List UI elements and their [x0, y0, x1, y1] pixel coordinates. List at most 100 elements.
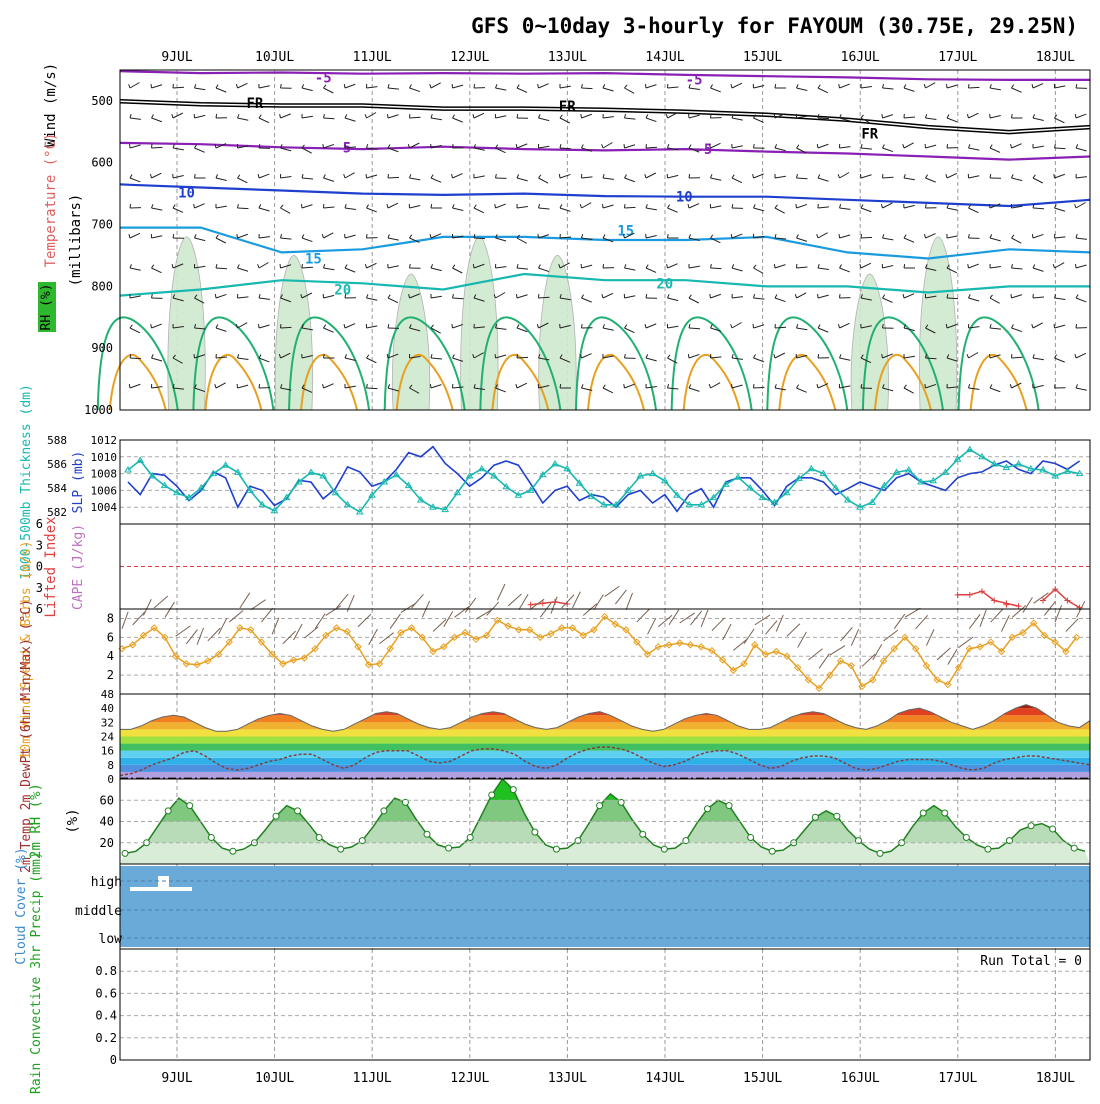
- wind-barb-tick: [732, 354, 733, 358]
- wind-barb-tick: [646, 204, 647, 208]
- wind-barb-tick: [990, 84, 991, 88]
- wind-barb: [969, 87, 980, 88]
- thickness-tick-label: 586: [47, 458, 67, 471]
- wind-barb-tick: [990, 324, 991, 328]
- wind-barb-10m: [648, 618, 656, 634]
- wind-barb-tick: [560, 144, 561, 148]
- date-label-top: 16JUL: [841, 50, 880, 65]
- wind-barb: [367, 326, 378, 328]
- wind-barb: [324, 268, 335, 270]
- wind-barb-tick: [646, 294, 647, 298]
- wind-barb: [1033, 178, 1043, 183]
- wind-barb-tick: [990, 174, 991, 178]
- wind-barb: [1033, 84, 1043, 88]
- wind-barb: [324, 233, 334, 238]
- rh-marker: [273, 813, 279, 819]
- wind-barb-tick: [668, 384, 669, 388]
- wind-barb: [668, 388, 679, 389]
- wind-barb-tick: [753, 324, 754, 328]
- date-label-bottom: 10JUL: [255, 1071, 294, 1086]
- wind-barb-tick: [711, 235, 713, 238]
- wind-barb-tick: [367, 144, 368, 148]
- wind-barb-tick: [1011, 294, 1012, 298]
- temp-band: [120, 701, 1090, 708]
- wind-barb-10m: [766, 621, 778, 635]
- wind-barb-tick: [883, 295, 885, 298]
- wind-barb-tick: [838, 324, 839, 328]
- wind-barb: [861, 237, 872, 238]
- wind-barb: [496, 204, 506, 208]
- wind-barb: [689, 328, 700, 329]
- rh-marker: [834, 813, 840, 819]
- wind-barb-tick: [646, 354, 648, 358]
- wind-barb-10m: [733, 639, 747, 650]
- pressure-tick-label: 500: [91, 94, 113, 108]
- wind-barb: [216, 294, 226, 298]
- wind-barb: [646, 208, 657, 210]
- temp-band: [120, 722, 1090, 729]
- wind-barb: [130, 233, 140, 238]
- wind-barb: [969, 388, 980, 389]
- wind-barb-tick: [1033, 114, 1035, 118]
- wind-barb: [1012, 88, 1022, 92]
- wind-barb-tick: [754, 355, 756, 358]
- wind-barb-tick: [1012, 324, 1014, 328]
- wind-barb-tick: [689, 174, 690, 178]
- rh-marker: [208, 834, 214, 840]
- wind-barb-tick: [517, 174, 519, 178]
- wind-barb: [969, 327, 980, 328]
- wind-barb-10m: [798, 632, 807, 648]
- wind-barb-tick: [753, 174, 754, 178]
- wind-barb-tick: [754, 144, 755, 148]
- wind-barb: [345, 235, 356, 238]
- wind-barb-tick: [216, 235, 218, 238]
- wind-barb: [904, 143, 914, 148]
- isotherm-line: [120, 184, 1090, 206]
- wind-barb: [539, 118, 550, 121]
- wind-barb: [388, 266, 399, 268]
- wind-barb-tick: [129, 384, 130, 388]
- panel-frame: [120, 440, 1090, 524]
- wind-barb: [603, 143, 613, 149]
- wind-barb-tick: [453, 115, 455, 118]
- wind-barb: [281, 327, 292, 328]
- wind-barb: [195, 238, 206, 241]
- wind-barb-tick: [431, 354, 432, 358]
- wind-barb-tick: [1012, 174, 1014, 178]
- wind-barb-10m: [176, 626, 191, 636]
- rh-marker: [187, 803, 193, 809]
- wind-barb-10m: [1001, 615, 1009, 631]
- wind-barb: [388, 203, 398, 208]
- wind-barb: [216, 383, 226, 388]
- wind-barb: [474, 176, 485, 178]
- wind-barb-10m: [969, 614, 980, 628]
- wind-barb: [410, 178, 421, 180]
- wind-barb: [775, 176, 786, 178]
- wind-barb: [904, 388, 914, 393]
- wind-barb: [926, 145, 937, 148]
- wind-barb-tick: [817, 144, 818, 148]
- wind-barb: [990, 328, 1001, 329]
- wind-barb-tick: [967, 354, 968, 358]
- wind-barb-tick: [580, 204, 581, 208]
- wind-barb: [453, 208, 464, 210]
- wind-barb: [818, 328, 828, 332]
- wind-barb-tick: [646, 114, 648, 118]
- wind-barb: [797, 178, 808, 179]
- wind-barb-tick: [281, 205, 284, 208]
- contour-label: FR: [559, 99, 576, 115]
- li-line: [1043, 589, 1080, 607]
- wind-barb: [539, 146, 550, 148]
- wind-barb-tick: [709, 384, 710, 388]
- wind-barb: [1033, 118, 1044, 120]
- wind-barb-tick: [215, 294, 216, 298]
- temp-contour-30: [205, 355, 261, 410]
- wind-barb-tick: [301, 204, 302, 208]
- wind-barb-tick: [560, 204, 562, 208]
- wind-barb-tick: [281, 234, 282, 238]
- wind-barb: [324, 88, 334, 93]
- wind-barb-10m: [615, 590, 626, 604]
- wind-barb: [517, 144, 527, 148]
- wind-barb-10m: [776, 615, 783, 632]
- wind-barb: [969, 264, 979, 268]
